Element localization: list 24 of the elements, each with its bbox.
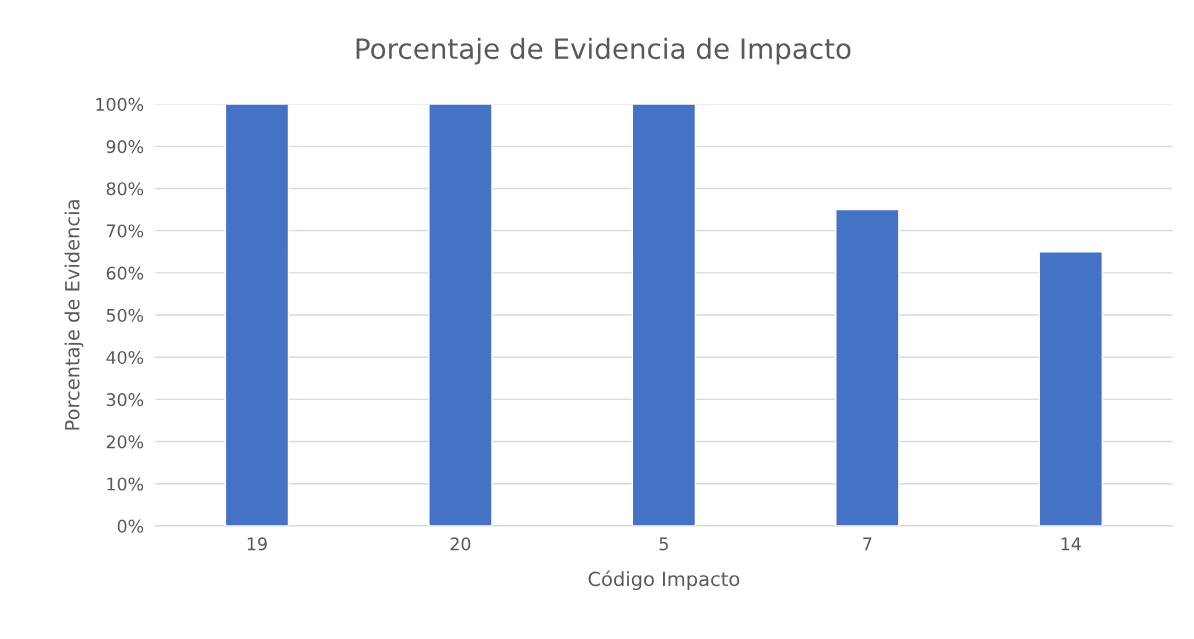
x-tick-label: 14 bbox=[1061, 537, 1081, 551]
x-tick-label: 20 bbox=[450, 537, 471, 551]
bar bbox=[835, 208, 900, 526]
y-tick-label: 10% bbox=[107, 477, 144, 491]
bar bbox=[1038, 251, 1104, 526]
x-tick-label: 7 bbox=[863, 537, 872, 551]
y-tick-label: 50% bbox=[106, 308, 144, 322]
x-tick-label: 5 bbox=[659, 537, 668, 551]
y-tick-label: 80% bbox=[106, 182, 144, 196]
y-tick-label: 60% bbox=[106, 266, 144, 280]
y-tick-label: 90% bbox=[106, 140, 144, 154]
y-tick-label: 100% bbox=[96, 97, 144, 111]
y-tick-label: 30% bbox=[106, 393, 144, 407]
bar bbox=[224, 104, 290, 526]
y-tick-label: 40% bbox=[106, 350, 144, 365]
y-axis-title: Porcentaje de Evidencia bbox=[64, 200, 84, 430]
y-tick-label: 20% bbox=[106, 435, 144, 449]
bar bbox=[631, 104, 697, 526]
bar bbox=[428, 104, 493, 526]
x-tick-label: 19 bbox=[247, 537, 267, 551]
x-axis-title: Código Impacto bbox=[588, 570, 740, 591]
y-tick-label: 0% bbox=[117, 519, 144, 533]
chart-title: Porcentaje de Evidencia de Impacto bbox=[356, 37, 851, 65]
y-tick-label: 70% bbox=[106, 224, 144, 238]
